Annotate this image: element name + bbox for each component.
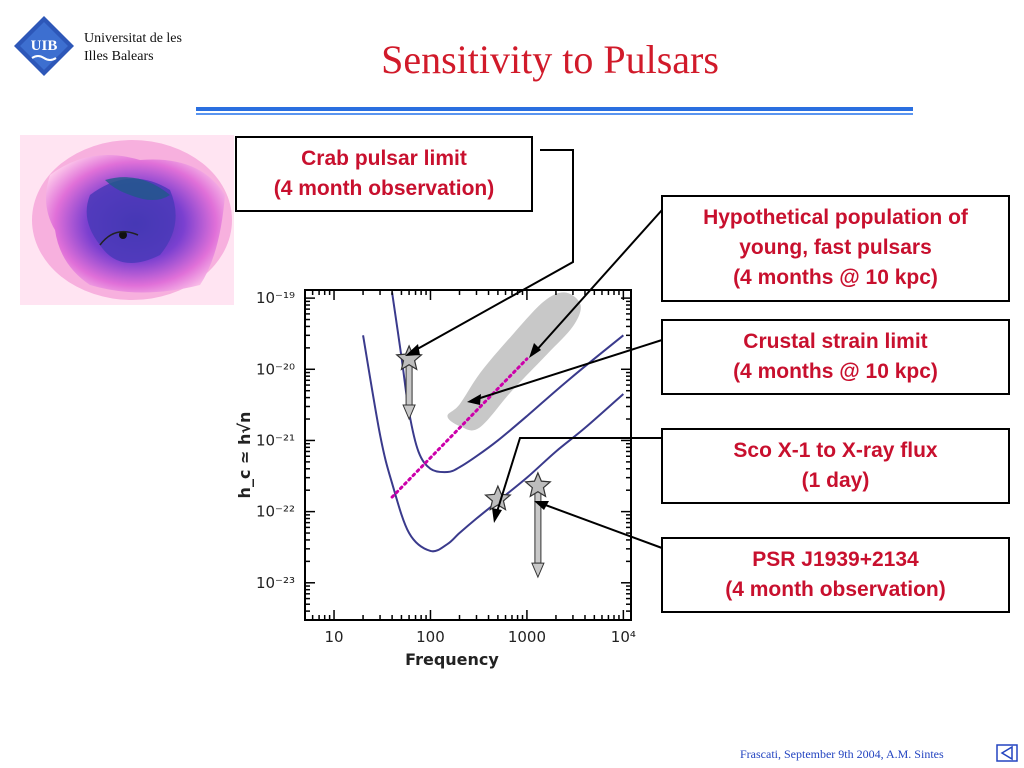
plot-frame (304, 289, 632, 621)
callout-crab-line2: (4 month observation) (273, 177, 495, 200)
x-tick-label: 10 (324, 628, 343, 646)
crustal-strain-line (390, 357, 529, 499)
footer-text: Frascati, September 9th 2004, A.M. Sinte… (740, 747, 944, 761)
callout-population-line2: young, fast pulsars (739, 236, 932, 259)
population-leader (533, 209, 663, 354)
callout-psr: PSR J1939+2134 (4 month observation) (661, 537, 1010, 613)
down-arrow-icon (534, 485, 542, 564)
sco-leader (495, 437, 662, 516)
callout-crustal: Crustal strain limit (4 months @ 10 kpc) (661, 319, 1010, 395)
down-arrow-head (402, 404, 416, 421)
uib-logo-icon: UIB (14, 16, 74, 76)
callout-crab: Crab pulsar limit (4 month observation) (235, 136, 533, 212)
callout-population: Hypothetical population of young, fast p… (661, 195, 1010, 302)
callout-sco-line2: (1 day) (801, 469, 870, 492)
callout-population-line1: Hypothetical population of (703, 206, 968, 229)
y-axis-label: h_c ≃ h√n (235, 412, 254, 499)
callout-crab-line1: Crab pulsar limit (301, 147, 467, 170)
callout-crustal-line2: (4 months @ 10 kpc) (733, 360, 938, 383)
crab-nebula-image (20, 135, 234, 305)
callout-population-line3: (4 months @ 10 kpc) (733, 266, 938, 289)
sensitivity-curve-2 (362, 335, 625, 553)
leader-arrowheads (405, 343, 549, 523)
x-tick-label: 100 (416, 628, 445, 646)
crustal-leader (473, 339, 663, 401)
title-rule-thin (196, 113, 913, 115)
university-line-2: Illes Balears (84, 49, 154, 64)
down-arrow-head (531, 562, 545, 579)
y-tick-label: 10⁻¹⁹ (256, 289, 295, 307)
y-tick-label: 10⁻²¹ (256, 431, 295, 449)
logo-text: UIB (31, 38, 58, 54)
x-tick-label: 1000 (508, 628, 546, 646)
callout-sco: Sco X-1 to X-ray flux (1 day) (661, 428, 1010, 504)
y-tick-label: 10⁻²² (256, 503, 295, 521)
star-marker-icon (524, 471, 552, 498)
university-line-1: Universitat de les (84, 31, 182, 46)
callout-psr-line1: PSR J1939+2134 (752, 548, 919, 571)
star-marker-icon (484, 484, 512, 511)
callout-sco-line1: Sco X-1 to X-ray flux (733, 439, 938, 462)
nav-back-icon[interactable] (996, 744, 1018, 762)
y-tick-label: 10⁻²³ (256, 574, 295, 592)
callout-crustal-line1: Crustal strain limit (743, 330, 928, 353)
population-region (447, 292, 581, 431)
psr-leader (539, 502, 663, 549)
callout-leaders (411, 149, 663, 549)
title-rule (196, 107, 913, 111)
page-title: Sensitivity to Pulsars (381, 37, 719, 82)
x-tick-label: 10⁴ (611, 628, 636, 646)
y-tick-label: 10⁻²⁰ (256, 360, 295, 378)
x-axis-label: Frequency (405, 650, 499, 669)
callout-psr-line2: (4 month observation) (725, 578, 946, 601)
university-name: Universitat de les Illes Balears (84, 30, 182, 66)
crab-leader (411, 149, 574, 353)
